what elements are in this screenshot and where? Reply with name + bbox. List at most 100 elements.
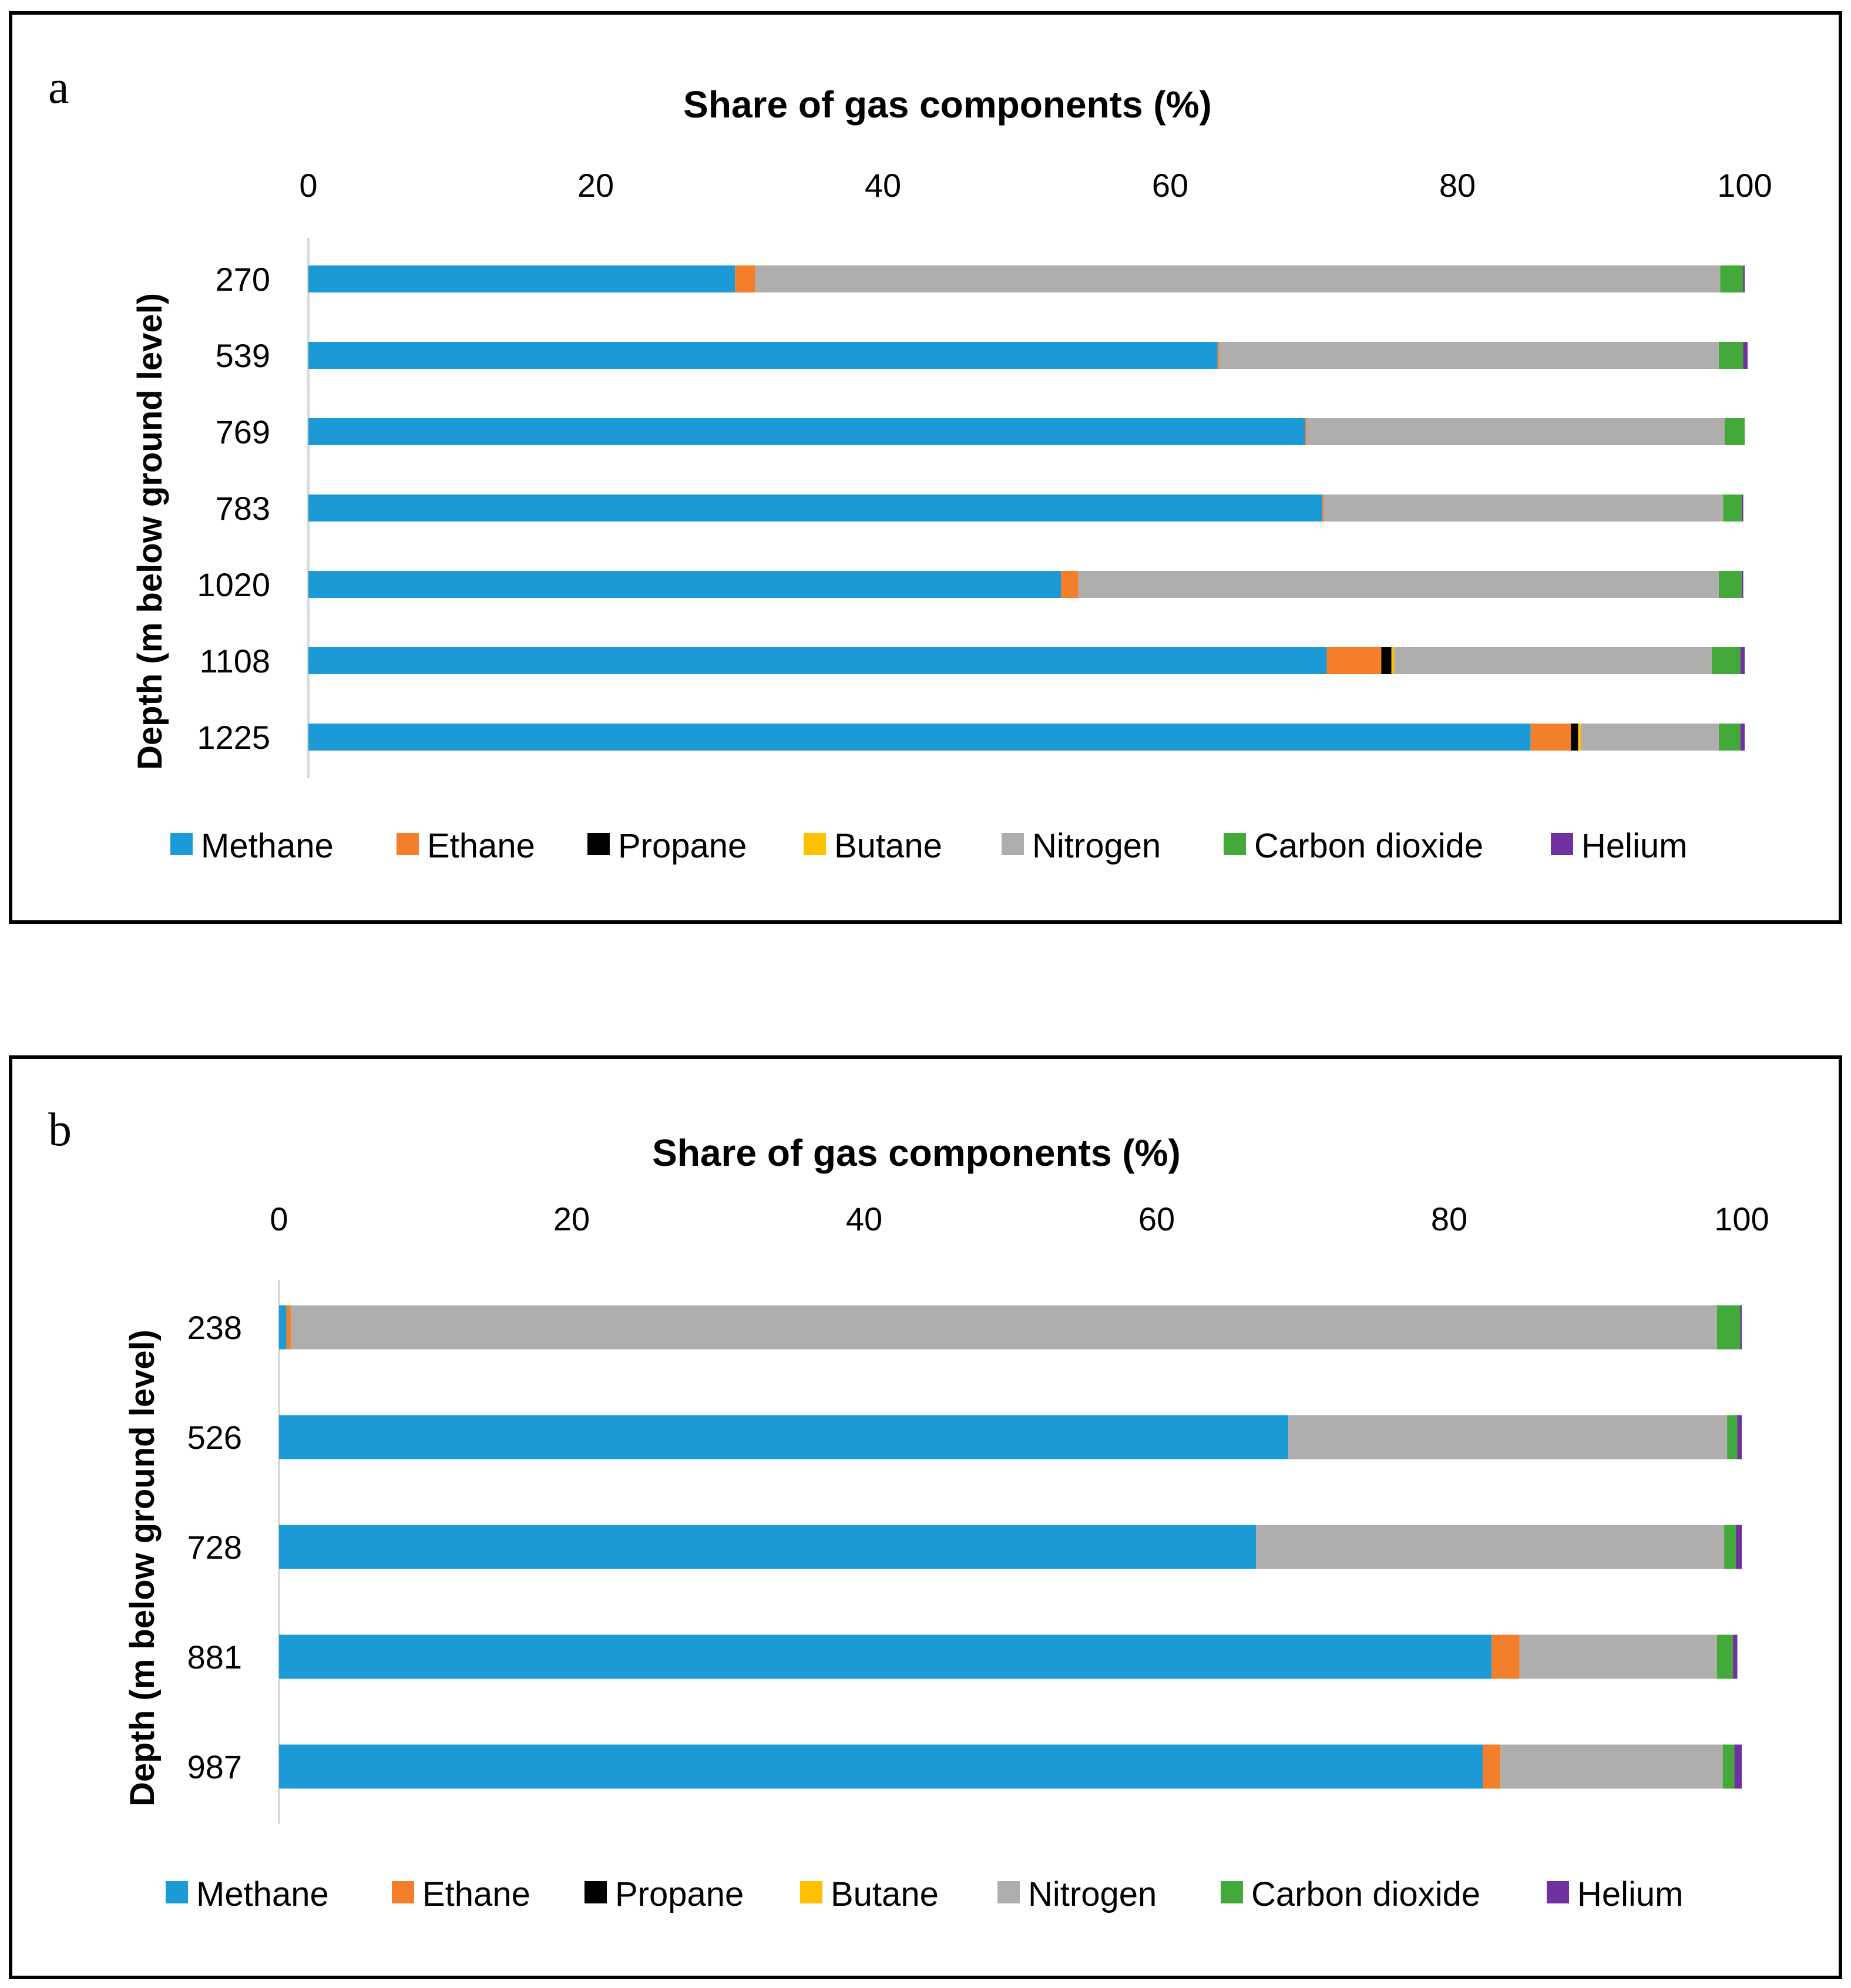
x-tick-label: 0 bbox=[299, 167, 317, 204]
bar-segment-carbon-dioxide bbox=[1723, 495, 1742, 522]
bar-segment-methane bbox=[308, 724, 1531, 751]
category-label: 1225 bbox=[197, 719, 270, 756]
panel-a-y-axis-title: Depth (m below ground level) bbox=[131, 293, 169, 770]
category-label: 526 bbox=[187, 1419, 242, 1456]
x-tick-label: 100 bbox=[1717, 167, 1772, 204]
legend-label: Helium bbox=[1581, 827, 1688, 865]
bar-row bbox=[279, 1634, 1738, 1679]
legend-swatch bbox=[1551, 833, 1573, 855]
bar-segment-butane bbox=[1391, 647, 1395, 674]
category-label: 238 bbox=[187, 1309, 242, 1346]
bar-segment-carbon-dioxide bbox=[1727, 1415, 1738, 1459]
panel-b-label: b bbox=[48, 1104, 72, 1156]
bar-segment-methane bbox=[308, 571, 1061, 598]
bar-row bbox=[308, 418, 1745, 445]
legend-swatch bbox=[1002, 833, 1024, 855]
bar-segment-nitrogen bbox=[1078, 571, 1719, 598]
bar-segment-methane bbox=[279, 1744, 1483, 1789]
category-label: 1108 bbox=[200, 643, 270, 680]
x-tick-label: 40 bbox=[865, 167, 901, 204]
x-tick-label: 40 bbox=[846, 1200, 882, 1237]
bar-segment-ethane bbox=[1483, 1744, 1501, 1789]
legend-swatch bbox=[587, 833, 610, 855]
bar-segment-helium bbox=[1733, 1634, 1738, 1679]
panel-b-legend: Methane Ethane Propane Butane Nitrogen Carbon… bbox=[166, 1875, 1684, 1913]
bar-segment-carbon-dioxide bbox=[1718, 342, 1743, 369]
bar-row bbox=[308, 724, 1745, 751]
bar-segment-carbon-dioxide bbox=[1724, 418, 1745, 445]
panel-a: a Share of gas components (%) Depth (m b… bbox=[9, 11, 1842, 924]
bar-segment-ethane bbox=[286, 1305, 291, 1350]
legend-label: Methane bbox=[196, 1875, 329, 1913]
bar-segment-nitrogen bbox=[1288, 1415, 1728, 1459]
legend-swatch bbox=[1224, 833, 1246, 855]
x-tick-label: 60 bbox=[1152, 167, 1188, 204]
bar-segment-helium bbox=[1743, 342, 1748, 369]
panel-a-frame bbox=[9, 11, 1842, 924]
bar-segment-propane bbox=[1571, 724, 1578, 751]
bar-segment-ethane bbox=[1305, 418, 1307, 445]
bar-segment-carbon-dioxide bbox=[1711, 647, 1741, 674]
legend-label: Carbon dioxide bbox=[1254, 827, 1483, 865]
bar-segment-ethane bbox=[735, 265, 755, 292]
x-tick-label: 80 bbox=[1439, 167, 1476, 204]
legend-label: Ethane bbox=[427, 827, 535, 865]
bar-segment-methane bbox=[279, 1305, 287, 1350]
bar-row bbox=[279, 1744, 1742, 1789]
legend-label: Propane bbox=[618, 827, 747, 865]
legend-label: Methane bbox=[201, 827, 334, 865]
bar-segment-helium bbox=[1742, 571, 1743, 598]
legend-item: Butane bbox=[804, 827, 942, 865]
panel-b-x-ticks: 0 20 40 60 80 100 bbox=[270, 1200, 1769, 1237]
legend-label: Ethane bbox=[422, 1875, 530, 1913]
bar-segment-nitrogen bbox=[1219, 342, 1719, 369]
bar-segment-ethane bbox=[1061, 571, 1079, 598]
bar-segment-carbon-dioxide bbox=[1718, 571, 1742, 598]
legend-item: Carbon dioxide bbox=[1224, 827, 1483, 865]
bar-segment-nitrogen bbox=[755, 265, 1721, 292]
bar-segment-methane bbox=[308, 495, 1323, 522]
legend-swatch bbox=[1221, 1881, 1243, 1903]
bar-segment-methane bbox=[308, 647, 1327, 674]
panel-a-x-axis-title: Share of gas components (%) bbox=[683, 83, 1212, 126]
legend-label: Butane bbox=[834, 827, 942, 865]
legend-label: Helium bbox=[1577, 1875, 1684, 1913]
x-tick-label: 100 bbox=[1714, 1200, 1769, 1237]
category-label: 539 bbox=[216, 337, 270, 374]
legend-label: Butane bbox=[831, 1875, 939, 1913]
panel-b-y-axis-title: Depth (m below ground level) bbox=[123, 1330, 162, 1807]
legend-item: Nitrogen bbox=[1002, 827, 1161, 865]
x-tick-label: 0 bbox=[270, 1200, 288, 1237]
bar-segment-helium bbox=[1736, 1525, 1742, 1569]
bar-row bbox=[279, 1525, 1742, 1569]
bar-segment-nitrogen bbox=[1323, 495, 1724, 522]
bar-row bbox=[308, 265, 1745, 292]
legend-item: Propane bbox=[587, 827, 747, 865]
legend-swatch bbox=[800, 1881, 822, 1903]
legend-swatch bbox=[397, 833, 419, 855]
bar-segment-methane bbox=[308, 265, 735, 292]
panel-b-frame bbox=[9, 1055, 1842, 1979]
x-tick-label: 20 bbox=[553, 1200, 590, 1237]
bar-row bbox=[279, 1415, 1742, 1459]
bar-segment-helium bbox=[1743, 265, 1745, 292]
legend-label: Nitrogen bbox=[1032, 827, 1161, 865]
x-tick-label: 80 bbox=[1431, 1200, 1467, 1237]
bar-segment-nitrogen bbox=[1500, 1744, 1723, 1789]
bar-segment-propane bbox=[1381, 647, 1392, 674]
bar-segment-helium bbox=[1740, 724, 1745, 751]
bar-segment-nitrogen bbox=[290, 1305, 1717, 1350]
bar-segment-helium bbox=[1742, 495, 1743, 522]
panel-b-x-axis-title: Share of gas components (%) bbox=[652, 1132, 1181, 1174]
bar-segment-methane bbox=[308, 342, 1218, 369]
legend-item: Nitrogen bbox=[997, 1875, 1157, 1913]
legend-item: Ethane bbox=[392, 1875, 530, 1913]
bar-segment-nitrogen bbox=[1256, 1525, 1725, 1569]
panel-b-category-labels: 238 526 728 881 987 bbox=[187, 1309, 242, 1785]
x-tick-label: 60 bbox=[1138, 1200, 1175, 1237]
legend-swatch bbox=[1547, 1881, 1569, 1903]
bar-segment-methane bbox=[279, 1525, 1257, 1569]
category-label: 987 bbox=[187, 1748, 242, 1785]
category-label: 728 bbox=[187, 1529, 242, 1566]
